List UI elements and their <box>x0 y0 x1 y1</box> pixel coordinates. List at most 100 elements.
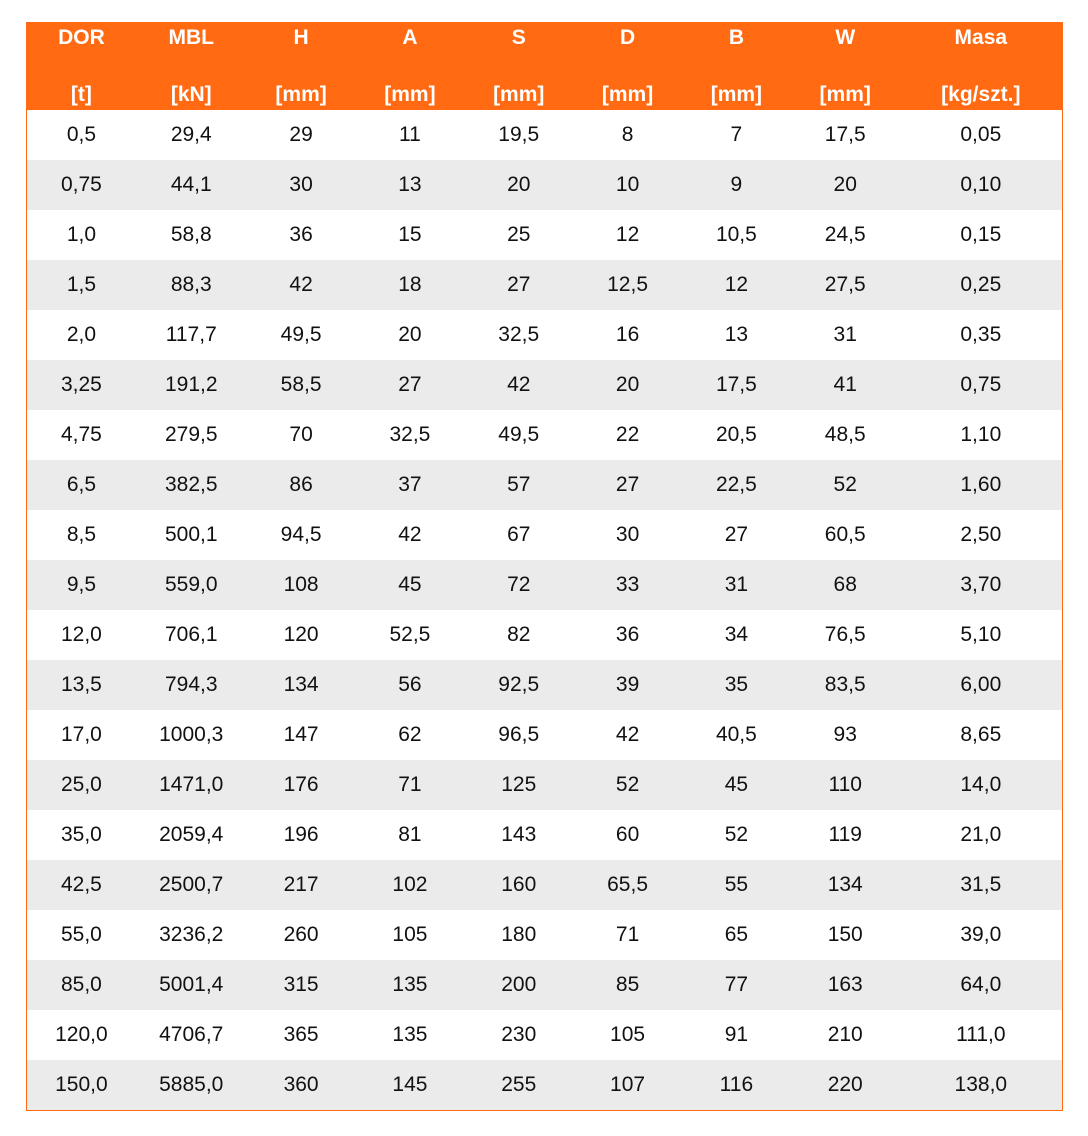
table-cell: 15 <box>398 223 422 246</box>
table-cell: 4706,7 <box>159 1023 224 1046</box>
table-cell: 82 <box>507 623 531 646</box>
table-cell: 44,1 <box>170 173 212 196</box>
table-cell: 120 <box>283 623 319 646</box>
table-cell: 40,5 <box>715 723 757 746</box>
table-cell: 13 <box>724 323 749 346</box>
table-cell: 42,5 <box>60 873 102 896</box>
table-cell: 20 <box>615 373 640 396</box>
table-cell: 210 <box>827 1023 863 1046</box>
table-cell: 17,5 <box>824 123 866 146</box>
table-cell: 27 <box>724 523 749 546</box>
table-cell: 31 <box>724 573 749 596</box>
table-cell: 5001,4 <box>159 973 224 996</box>
table-row: 150,0 5885,0 360 145 255 107 116 220 138,0 <box>27 1060 1062 1110</box>
table-cell: 260 <box>283 923 319 946</box>
column-header-unit: [mm] <box>493 83 545 106</box>
table-cell: 191,2 <box>164 373 218 396</box>
table-cell: 11 <box>399 123 421 146</box>
table-cell: 0,5 <box>66 123 97 146</box>
table-cell: 77 <box>724 973 749 996</box>
table-cell: 92,5 <box>498 673 540 696</box>
table-cell: 52,5 <box>389 623 431 646</box>
table-cell: 3,25 <box>60 373 102 396</box>
table-cell: 12 <box>615 223 640 246</box>
table-cell: 196 <box>283 823 319 846</box>
table-cell: 52 <box>724 823 749 846</box>
table-cell: 150 <box>827 923 863 946</box>
table-cell: 27 <box>398 373 422 396</box>
table-cell: 134 <box>827 873 863 896</box>
table-cell: 36 <box>289 223 313 246</box>
table-cell: 150,0 <box>55 1073 108 1096</box>
table-cell: 30 <box>289 173 313 196</box>
table-cell: 120,0 <box>55 1023 108 1046</box>
table-cell: 34 <box>724 623 749 646</box>
spec-table-grid: DOR [t] MBL [kN] H [mm] A [mm] S [mm] D [mm] B [mm] W [… <box>27 23 1062 1110</box>
table-cell: 96,5 <box>498 723 540 746</box>
column-header-name: S <box>511 26 526 49</box>
table-cell: 119 <box>828 823 862 846</box>
table-cell: 7 <box>730 123 743 146</box>
table-cell: 86 <box>289 473 313 496</box>
table-cell: 111,0 <box>956 1023 1006 1046</box>
table-cell: 102 <box>392 873 428 896</box>
table-cell: 1,5 <box>66 273 97 296</box>
column-header-h: H [mm] <box>247 23 356 110</box>
table-cell: 0,35 <box>960 323 1002 346</box>
table-cell: 145 <box>392 1073 428 1096</box>
table-cell: 48,5 <box>824 423 866 446</box>
table-cell: 57 <box>507 473 531 496</box>
table-cell: 279,5 <box>164 423 218 446</box>
table-cell: 1,10 <box>960 423 1002 446</box>
table-cell: 0,75 <box>60 173 102 196</box>
table-cell: 76,5 <box>824 623 866 646</box>
table-cell: 794,3 <box>164 673 218 696</box>
table-cell: 2059,4 <box>159 823 224 846</box>
table-cell: 1471,0 <box>159 773 224 796</box>
table-row: 13,5 794,3 134 56 92,5 39 35 83,5 6,00 <box>27 660 1062 710</box>
table-cell: 220 <box>827 1073 863 1096</box>
table-cell: 16 <box>615 323 640 346</box>
column-header-unit: [kN] <box>170 83 212 106</box>
table-cell: 2500,7 <box>159 873 224 896</box>
table-cell: 62 <box>398 723 422 746</box>
table-cell: 42 <box>398 523 422 546</box>
table-row: 9,5 559,0 108 45 72 33 31 68 3,70 <box>27 560 1062 610</box>
column-header-name: MBL <box>168 26 215 49</box>
table-cell: 8,5 <box>66 523 97 546</box>
table-cell: 71 <box>615 923 640 946</box>
table-cell: 6,5 <box>66 473 97 496</box>
table-cell: 35 <box>724 673 749 696</box>
table-cell: 45 <box>724 773 749 796</box>
table-cell: 108 <box>283 573 319 596</box>
table-cell: 147 <box>283 723 319 746</box>
table-cell: 12,0 <box>60 623 102 646</box>
table-cell: 13 <box>398 173 422 196</box>
column-header-name: H <box>293 26 309 49</box>
table-cell: 83,5 <box>824 673 866 696</box>
table-cell: 3,70 <box>960 573 1002 596</box>
table-cell: 60 <box>615 823 640 846</box>
table-cell: 21,0 <box>960 823 1002 846</box>
table-cell: 200 <box>501 973 537 996</box>
table-cell: 382,5 <box>164 473 218 496</box>
table-cell: 4,75 <box>60 423 102 446</box>
table-cell: 93 <box>833 723 857 746</box>
column-header-w: W [mm] <box>791 23 900 110</box>
table-cell: 14,0 <box>960 773 1002 796</box>
table-cell: 12,5 <box>607 273 648 296</box>
table-cell: 27,5 <box>824 273 866 296</box>
table-cell: 24,5 <box>824 223 866 246</box>
table-cell: 37 <box>398 473 422 496</box>
table-cell: 20,5 <box>715 423 757 446</box>
table-cell: 134 <box>283 673 319 696</box>
table-cell: 180 <box>501 923 537 946</box>
table-cell: 49,5 <box>280 323 322 346</box>
table-cell: 41 <box>833 373 857 396</box>
table-cell: 107 <box>610 1073 646 1096</box>
table-row: 0,75 44,1 30 13 20 10 9 20 0,10 <box>27 160 1062 210</box>
column-header-b: B [mm] <box>682 23 791 110</box>
table-cell: 52 <box>833 473 857 496</box>
table-row: 4,75 279,5 70 32,5 49,5 22 20,5 48,5 1,10 <box>27 410 1062 460</box>
table-row: 55,0 3236,2 260 105 180 71 65 150 39,0 <box>27 910 1062 960</box>
